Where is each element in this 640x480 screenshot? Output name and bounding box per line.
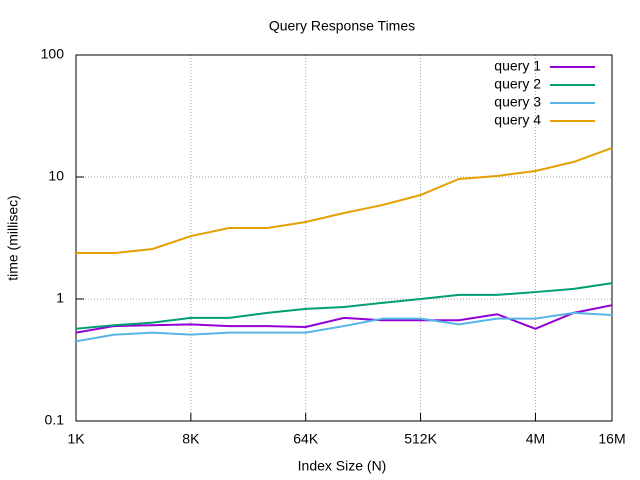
x-axis-label: Index Size (N)	[298, 458, 387, 474]
y-tick-label: 100	[41, 46, 65, 62]
y-axis-label: time (millisec)	[5, 195, 21, 281]
legend-label: query 3	[494, 94, 541, 110]
legend-label: query 4	[494, 112, 541, 128]
x-tick-label: 1K	[67, 431, 85, 447]
series-line	[75, 304, 613, 334]
chart-title: Query Response Times	[269, 18, 415, 34]
y-tick-label: 1	[56, 290, 64, 306]
x-tick-label: 64K	[293, 431, 319, 447]
series-line	[75, 311, 613, 343]
x-tick-label: 8K	[182, 431, 200, 447]
legend-label: query 2	[494, 76, 541, 92]
x-tick-label: 4M	[526, 431, 545, 447]
x-tick-label: 16M	[598, 431, 625, 447]
legend-label: query 1	[494, 58, 541, 74]
series-line	[75, 282, 613, 330]
x-tick-label: 512K	[404, 431, 437, 447]
y-tick-label: 10	[48, 168, 64, 184]
series-line	[76, 147, 613, 255]
y-tick-label: 0.1	[45, 412, 65, 428]
plot-border	[75, 54, 613, 422]
